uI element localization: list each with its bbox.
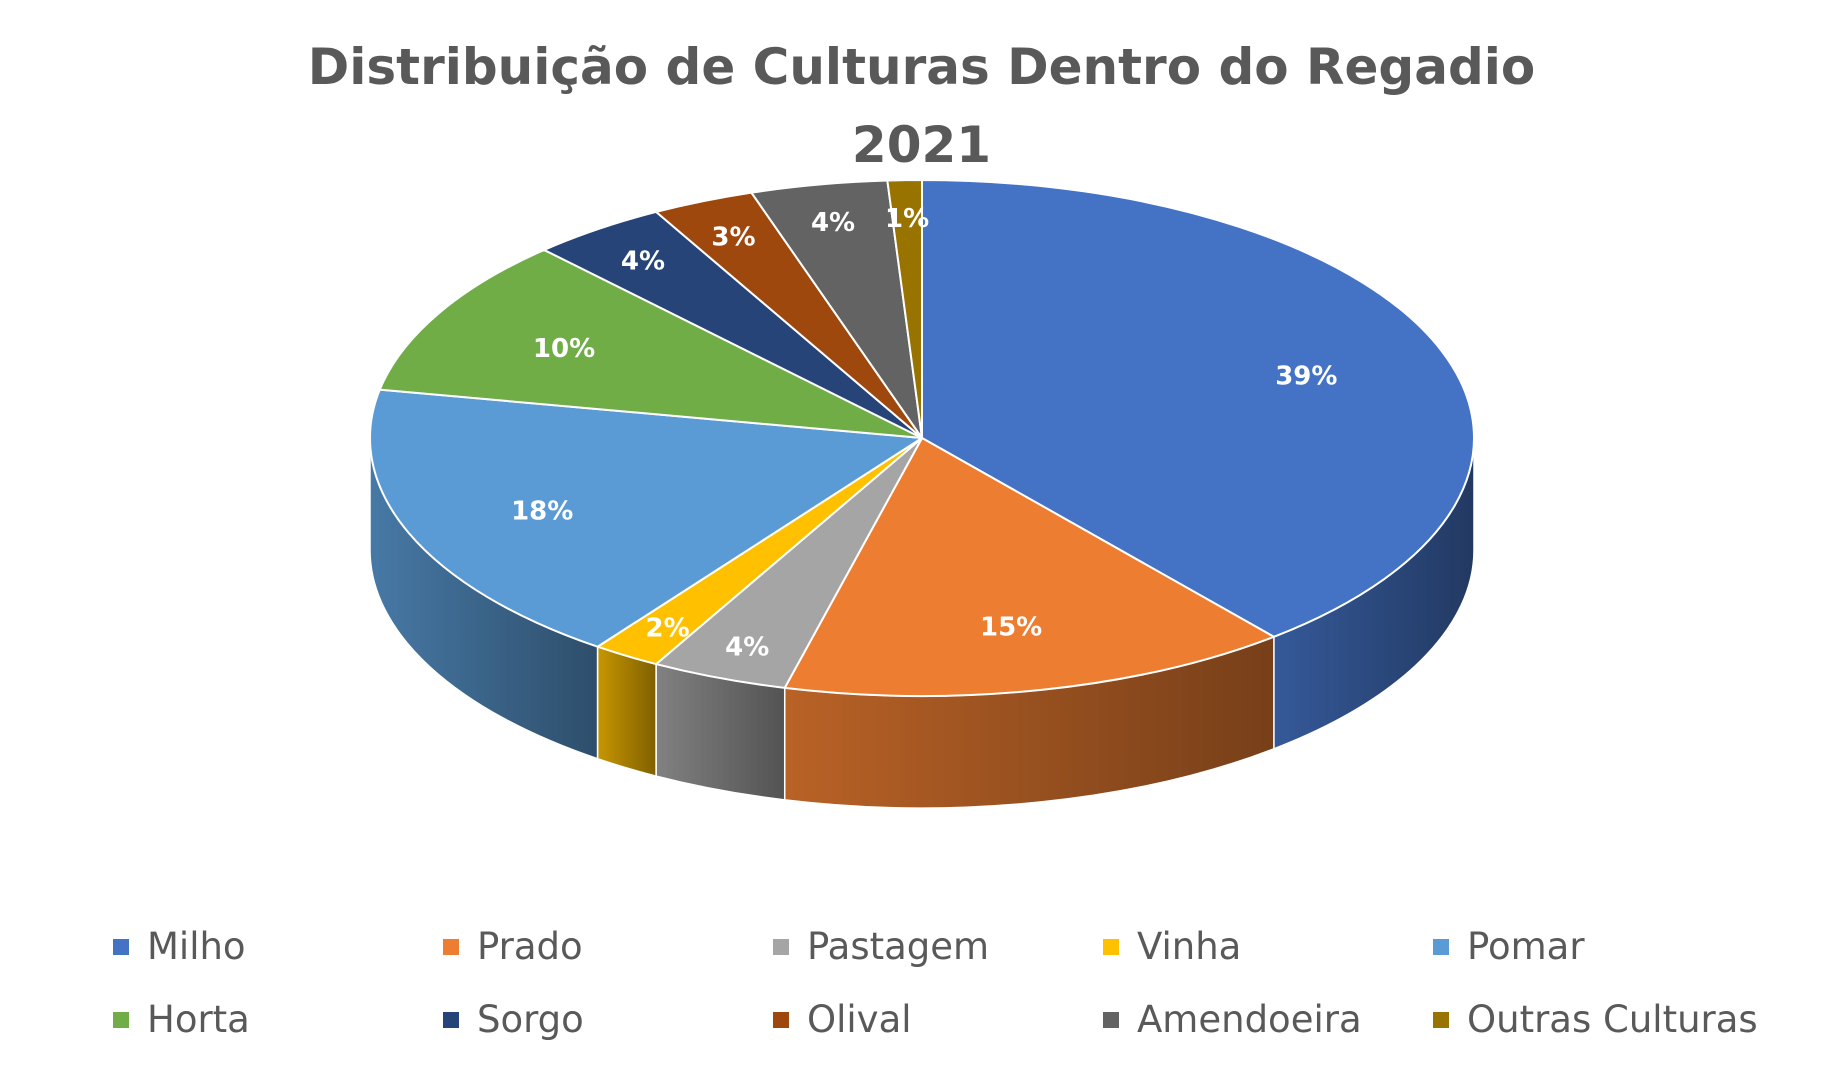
data-label-prado: 15% bbox=[980, 612, 1042, 642]
legend-item-horta: Horta bbox=[113, 998, 443, 1041]
legend-swatch bbox=[1433, 1011, 1449, 1028]
legend-label: Milho bbox=[147, 925, 246, 968]
legend-swatch bbox=[1433, 938, 1449, 955]
legend-item-pastagem: Pastagem bbox=[773, 925, 1103, 968]
legend-label: Pastagem bbox=[807, 925, 990, 968]
legend-swatch bbox=[1103, 1011, 1119, 1028]
chart-legend: Milho Prado Pastagem Vinha Pomar Horta Sorgo Ol… bbox=[113, 925, 1813, 1041]
pie-slice-prado bbox=[783, 437, 1275, 697]
legend-label: Outras Culturas bbox=[1467, 998, 1758, 1041]
legend-label: Pomar bbox=[1467, 925, 1585, 968]
pie-slice-horta bbox=[378, 248, 923, 439]
legend-label: Sorgo bbox=[477, 998, 584, 1041]
legend-item-milho: Milho bbox=[113, 925, 443, 968]
legend-label: Vinha bbox=[1137, 925, 1242, 968]
pie-chart: 39% 15% 4% 2% 18% 10% 4% 3% 4% 1% bbox=[369, 179, 1475, 809]
data-label-pomar: 18% bbox=[511, 496, 573, 526]
data-label-sorgo: 4% bbox=[621, 246, 665, 276]
legend-item-sorgo: Sorgo bbox=[443, 998, 773, 1041]
legend-item-amendoeira: Amendoeira bbox=[1103, 998, 1433, 1041]
chart-title-line-2: 2021 bbox=[851, 116, 992, 174]
legend-swatch bbox=[773, 1011, 789, 1028]
legend-item-outras-culturas: Outras Culturas bbox=[1433, 998, 1763, 1041]
data-label-amendoeira: 4% bbox=[811, 208, 855, 238]
pie-slice-outras-culturas bbox=[886, 179, 923, 439]
legend-label: Amendoeira bbox=[1137, 998, 1362, 1041]
data-label-outras-culturas: 1% bbox=[885, 204, 929, 234]
pie-side-vinha bbox=[596, 645, 657, 778]
data-label-milho: 39% bbox=[1275, 361, 1337, 391]
legend-item-vinha: Vinha bbox=[1103, 925, 1433, 968]
legend-swatch bbox=[773, 938, 789, 955]
pie-slice-milho bbox=[921, 179, 1475, 638]
legend-item-olival: Olival bbox=[773, 998, 1103, 1041]
data-label-olival: 3% bbox=[711, 222, 755, 252]
legend-item-pomar: Pomar bbox=[1433, 925, 1763, 968]
chart-title: Distribuição de Culturas Dentro do Regad… bbox=[0, 28, 1843, 184]
legend-swatch bbox=[443, 938, 459, 955]
chart-title-line-1: Distribuição de Culturas Dentro do Regad… bbox=[307, 38, 1536, 96]
legend-swatch bbox=[113, 1011, 129, 1028]
data-label-pastagem: 4% bbox=[725, 632, 769, 662]
pie-slice-pomar bbox=[369, 388, 923, 648]
legend-item-prado: Prado bbox=[443, 925, 773, 968]
legend-label: Horta bbox=[147, 998, 250, 1041]
legend-swatch bbox=[443, 1011, 459, 1028]
legend-swatch bbox=[113, 938, 129, 955]
legend-label: Prado bbox=[477, 925, 583, 968]
legend-label: Olival bbox=[807, 998, 912, 1041]
data-label-vinha: 2% bbox=[646, 613, 690, 643]
legend-swatch bbox=[1103, 938, 1119, 955]
data-label-horta: 10% bbox=[533, 334, 595, 364]
